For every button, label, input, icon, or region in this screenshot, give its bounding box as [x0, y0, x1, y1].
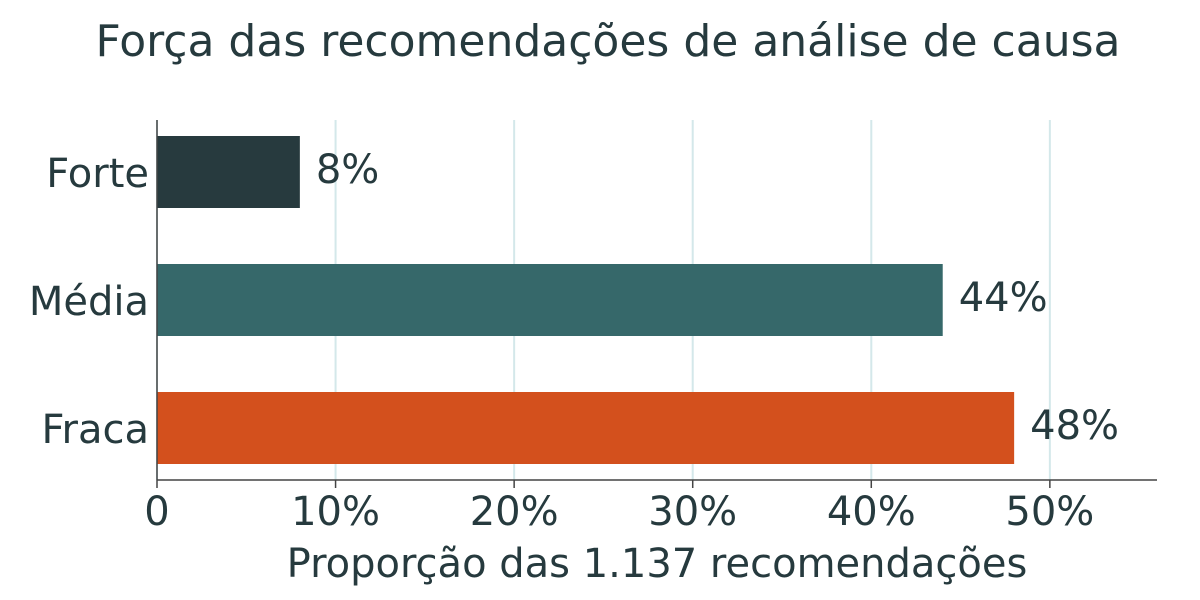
x-tick-label: 0	[144, 489, 169, 535]
x-tick-label: 40%	[827, 489, 916, 535]
value-label: 8%	[316, 147, 379, 193]
bar	[157, 392, 1015, 464]
value-label: 48%	[1030, 403, 1119, 449]
x-tick-label: 20%	[470, 489, 559, 535]
x-tick-label: 30%	[648, 489, 737, 535]
bar	[157, 136, 300, 208]
y-tick-label: Forte	[46, 151, 149, 197]
y-tick-label: Fraca	[41, 407, 149, 453]
x-tick-label: 50%	[1005, 489, 1094, 535]
value-label: 44%	[959, 275, 1048, 321]
x-tick-label: 10%	[291, 489, 380, 535]
x-axis-label: Proporção das 1.137 recomendações	[287, 541, 1028, 587]
y-tick-label: Média	[29, 279, 149, 325]
chart-title: Força das recomendações de análise de ca…	[96, 16, 1121, 67]
bar	[157, 264, 943, 336]
